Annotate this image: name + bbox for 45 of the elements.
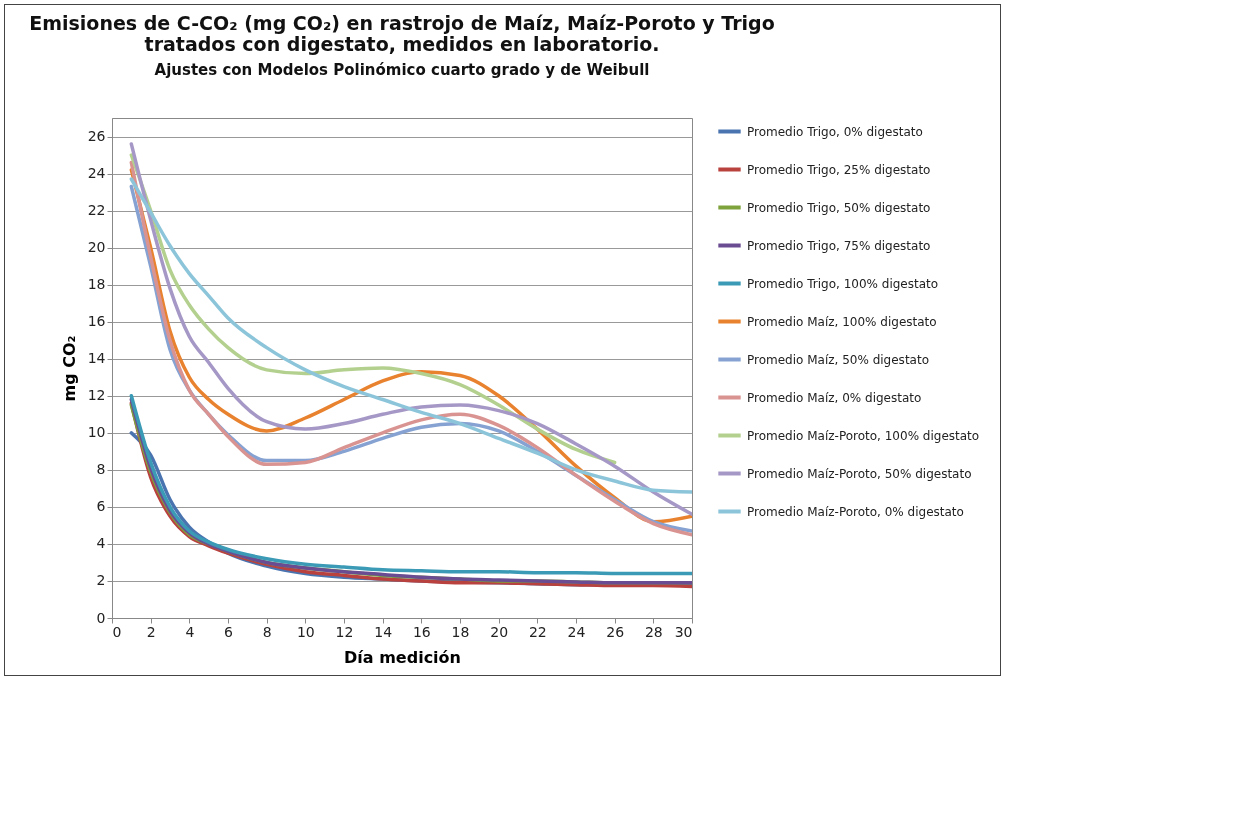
y-tick-label: 0: [96, 609, 106, 626]
y-tick-label: 10: [87, 424, 106, 441]
legend-label: Promedio Maíz, 100% digestato: [747, 314, 937, 329]
y-tick-label: 6: [96, 498, 106, 515]
x-tick-label: 2: [146, 623, 156, 640]
y-tick-label: 4: [96, 535, 106, 552]
x-tick-label: 12: [335, 623, 354, 640]
legend-label: Promedio Trigo, 0% digestato: [747, 124, 923, 139]
y-tick-label: 24: [87, 165, 106, 182]
legend-label: Promedio Trigo, 100% digestato: [747, 276, 939, 291]
y-axis-title: mg CO₂: [59, 335, 79, 402]
legend-label: Promedio Maíz, 0% digestato: [747, 390, 922, 405]
x-tick-label: 6: [224, 623, 234, 640]
x-tick-label: 4: [185, 623, 195, 640]
x-tick-label: 30: [674, 623, 693, 640]
legend-label: Promedio Maíz-Poroto, 0% digestato: [747, 504, 964, 519]
y-tick-label: 2: [96, 572, 106, 589]
legend-label: Promedio Trigo, 50% digestato: [747, 200, 931, 215]
x-tick-label: 26: [606, 623, 625, 640]
y-tick-label: 22: [87, 202, 106, 219]
y-tick-label: 20: [87, 239, 106, 256]
legend-label: Promedio Maíz, 50% digestato: [747, 352, 929, 367]
x-tick-label: 20: [490, 623, 509, 640]
x-tick-label: 28: [644, 623, 663, 640]
legend-label: Promedio Trigo, 75% digestato: [747, 238, 931, 253]
y-tick-label: 16: [87, 313, 106, 330]
y-tick-label: 26: [87, 128, 106, 145]
x-tick-label: 10: [296, 623, 315, 640]
legend-label: Promedio Trigo, 25% digestato: [747, 162, 931, 177]
y-tick-label: 8: [96, 461, 106, 478]
x-tick-label: 24: [567, 623, 586, 640]
legend-label: Promedio Maíz-Poroto, 100% digestato: [747, 428, 980, 443]
x-tick-label: 0: [112, 623, 122, 640]
x-axis-title: Día medición: [344, 647, 461, 667]
legend-label: Promedio Maíz-Poroto, 50% digestato: [747, 466, 972, 481]
y-tick-label: 18: [87, 276, 106, 293]
x-tick-label: 16: [412, 623, 431, 640]
x-tick-label: 14: [374, 623, 393, 640]
x-tick-label: 18: [451, 623, 470, 640]
x-tick-label: 22: [528, 623, 547, 640]
chart-title: Emisiones de C-CO₂ (mg CO₂) en rastrojo de Maíz, Maíz-Poroto y Trigo tratados con digestato, medidos en laboratorio.: [29, 12, 775, 55]
y-tick-label: 12: [87, 387, 106, 404]
chart-subtitle: Ajustes con Modelos Polinómico cuarto grado y de Weibull: [154, 61, 650, 79]
y-tick-label: 14: [87, 350, 106, 367]
x-tick-label: 8: [262, 623, 272, 640]
